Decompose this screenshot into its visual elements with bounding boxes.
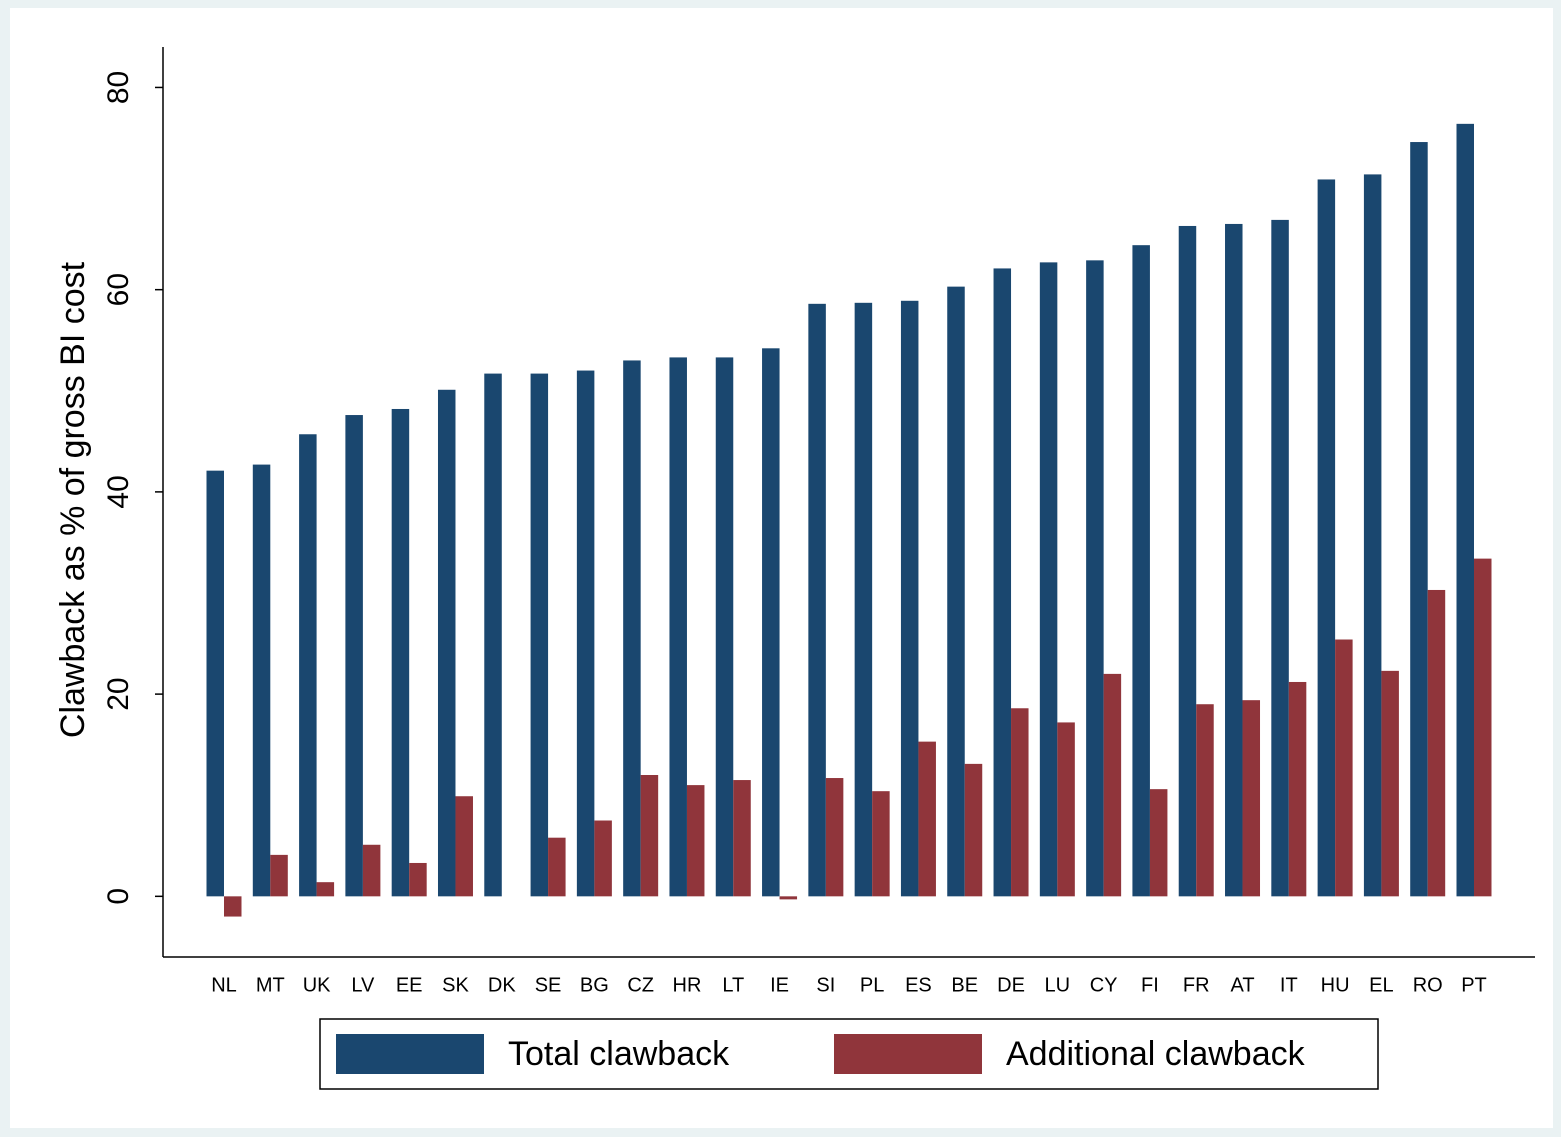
bar xyxy=(1039,262,1058,897)
bar xyxy=(455,796,473,897)
bar xyxy=(686,785,705,897)
bar xyxy=(594,820,612,897)
y-tick-label: 80 xyxy=(102,71,135,104)
x-tick-label: CY xyxy=(1090,974,1118,996)
bar xyxy=(872,791,890,897)
x-tick-label: CZ xyxy=(627,974,654,996)
bar xyxy=(1317,179,1336,897)
x-tick-label: PL xyxy=(860,974,884,996)
bar xyxy=(623,360,641,897)
bar xyxy=(484,373,502,897)
x-tick-label: BG xyxy=(580,974,609,996)
bar xyxy=(391,408,410,897)
x-tick-label: BE xyxy=(951,974,978,996)
x-tick-label: MT xyxy=(256,974,285,996)
x-tick-label: HR xyxy=(673,974,702,996)
bar xyxy=(530,373,549,897)
x-tick-label: SE xyxy=(535,974,562,996)
x-tick-label: LV xyxy=(351,974,375,996)
x-tick-label: SI xyxy=(816,974,835,996)
bar xyxy=(1132,245,1150,897)
bar xyxy=(1271,219,1289,897)
x-tick-label: EE xyxy=(396,974,423,996)
bar xyxy=(1057,722,1075,897)
bar xyxy=(1474,558,1492,897)
bar xyxy=(947,286,965,897)
y-tick-label: 60 xyxy=(102,273,135,306)
bar xyxy=(270,854,288,897)
bar xyxy=(825,778,844,897)
bar xyxy=(252,464,271,897)
bar xyxy=(576,370,595,897)
bar xyxy=(993,268,1012,897)
bar xyxy=(964,763,983,897)
bar xyxy=(715,357,734,897)
y-axis-title: Clawback as % of gross BI cost xyxy=(54,261,92,738)
x-tick-label: AT xyxy=(1230,974,1254,996)
bar xyxy=(299,434,317,897)
x-tick-label: EL xyxy=(1369,974,1393,996)
x-tick-label: LT xyxy=(722,974,744,996)
x-tick-label: IE xyxy=(770,974,789,996)
bar xyxy=(900,300,919,897)
x-tick-label: NL xyxy=(211,974,237,996)
x-tick-label: PT xyxy=(1461,974,1487,996)
bar xyxy=(1103,673,1122,897)
bar xyxy=(1196,704,1214,897)
bar xyxy=(1149,789,1168,897)
bar xyxy=(1456,123,1474,897)
bar xyxy=(437,389,456,897)
bar xyxy=(762,348,780,897)
bar xyxy=(918,741,936,897)
bar xyxy=(548,837,566,897)
x-tick-label: ES xyxy=(905,974,932,996)
legend-swatch xyxy=(834,1034,982,1074)
bar xyxy=(409,862,427,897)
bar xyxy=(224,896,242,917)
x-tick-label: FR xyxy=(1183,974,1210,996)
bar xyxy=(206,470,224,897)
x-tick-label: UK xyxy=(303,974,331,996)
bar xyxy=(1427,589,1446,897)
bar xyxy=(1086,260,1104,897)
x-tick-label: FI xyxy=(1141,974,1159,996)
legend-label: Additional clawback xyxy=(1006,1035,1306,1073)
bar xyxy=(1363,174,1382,897)
bar xyxy=(779,896,798,900)
x-tick-label: SK xyxy=(442,974,469,996)
y-tick-label: 20 xyxy=(102,677,135,710)
x-tick-label: LU xyxy=(1045,974,1071,996)
bar xyxy=(1288,681,1307,897)
bar xyxy=(316,882,335,897)
bar xyxy=(1410,142,1428,897)
bar xyxy=(640,775,659,897)
legend-label: Total clawback xyxy=(508,1035,730,1073)
bar xyxy=(854,302,873,897)
bar xyxy=(345,415,363,897)
bar xyxy=(808,303,826,897)
bar xyxy=(733,780,751,897)
x-tick-label: DE xyxy=(997,974,1025,996)
bar xyxy=(1335,639,1353,897)
x-tick-label: RO xyxy=(1413,974,1443,996)
bar xyxy=(1225,223,1243,897)
bar xyxy=(1011,708,1029,897)
y-tick-label: 40 xyxy=(102,475,135,508)
x-tick-label: DK xyxy=(488,974,516,996)
y-tick-label: 0 xyxy=(102,888,135,905)
bar xyxy=(669,357,687,897)
bar xyxy=(1242,700,1261,897)
bar xyxy=(1381,670,1399,897)
x-tick-label: HU xyxy=(1321,974,1350,996)
legend-swatch xyxy=(336,1034,484,1074)
bar xyxy=(1178,225,1197,897)
bar xyxy=(362,844,381,897)
x-tick-label: IT xyxy=(1280,974,1298,996)
